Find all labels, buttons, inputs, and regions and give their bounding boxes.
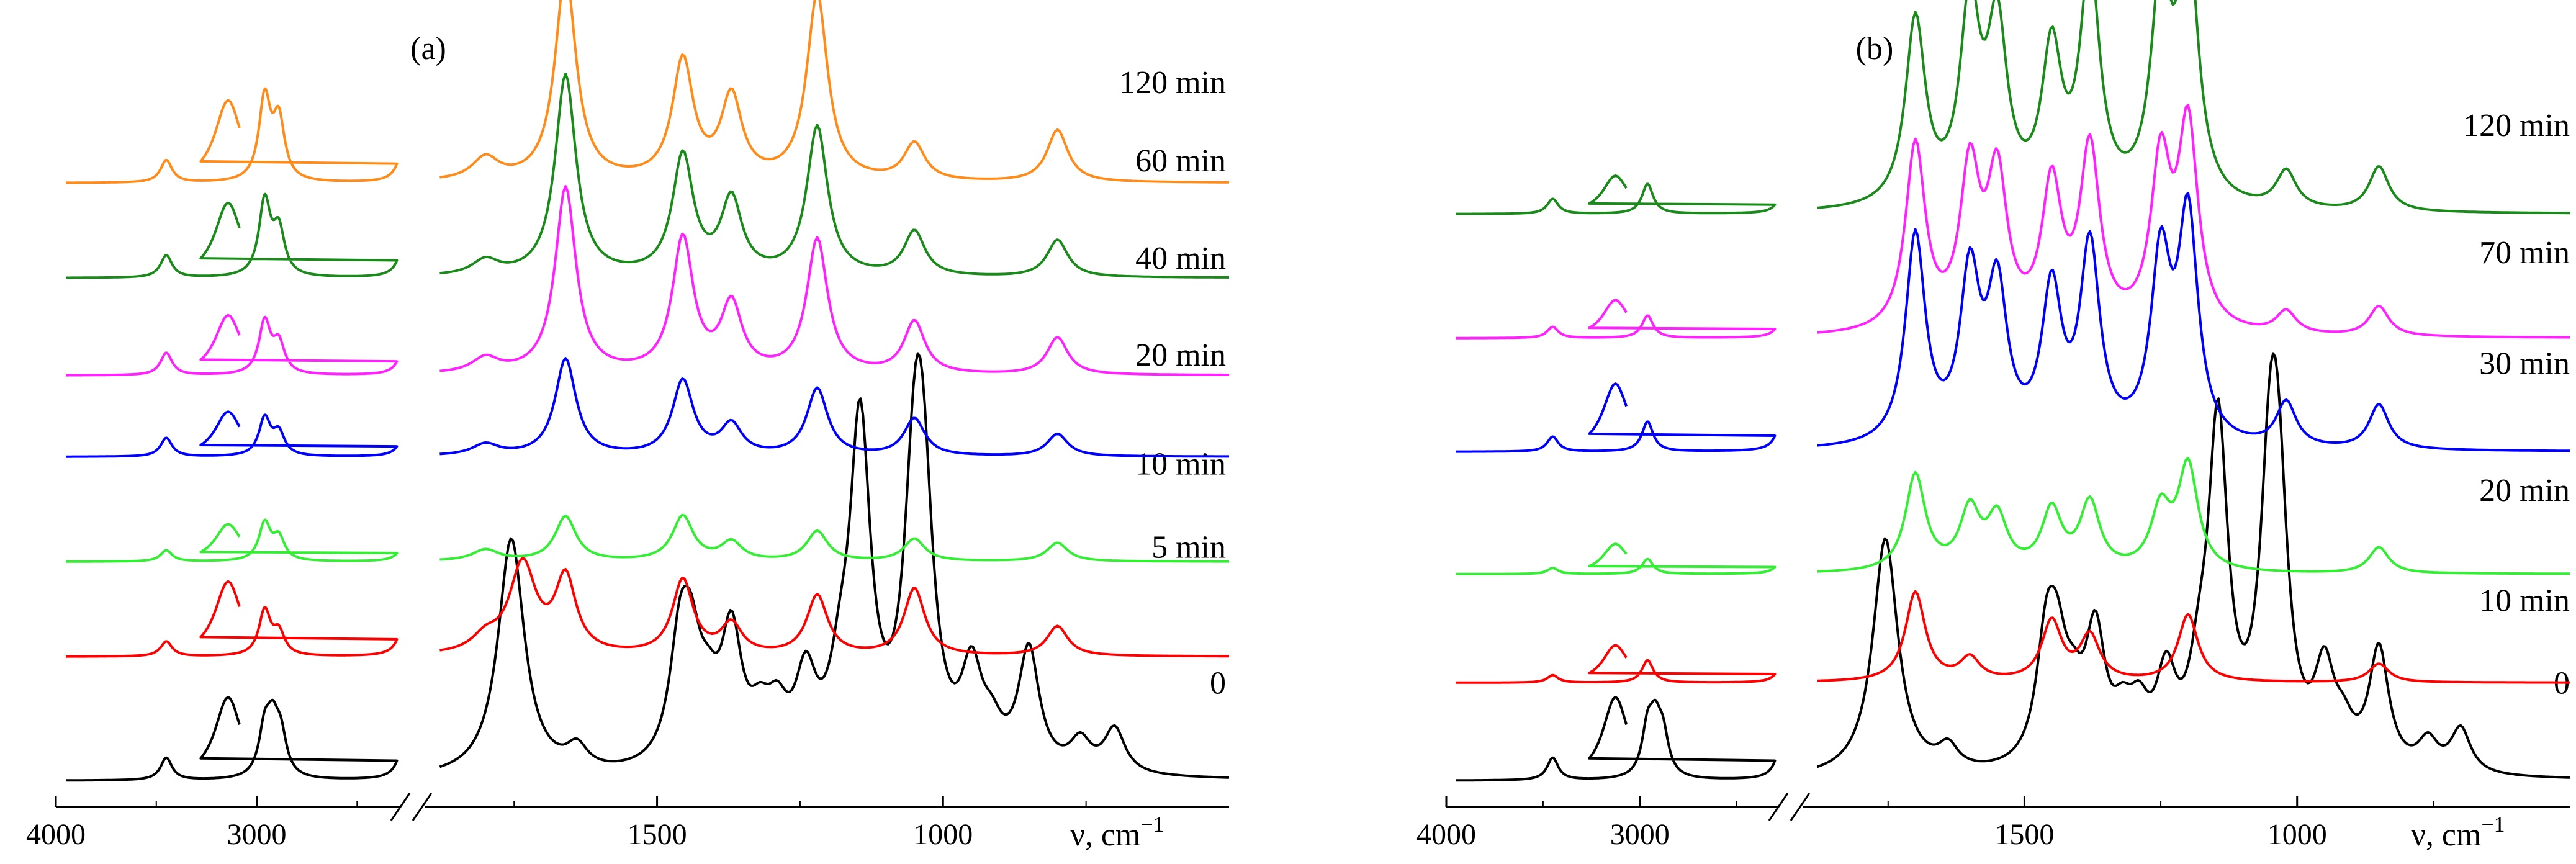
spectrum-line-70-min-left [1455, 299, 1777, 340]
spectrum-line-10-min-right [439, 513, 1229, 563]
series-label-10-min: 10 min [1135, 446, 1226, 482]
spectrum-line-120-min-left [1455, 174, 1777, 215]
spectrum-line-30-min-right [1817, 192, 2570, 452]
spectrum-line-20-min-left [1455, 542, 1777, 575]
spectrum-line-10-min-left [1455, 644, 1777, 684]
series-label-20-min: 20 min [2479, 473, 2570, 508]
x-axis-title: ν, cm−1 [2411, 812, 2505, 853]
x-tick-label-1000: 1000 [2268, 818, 2327, 851]
series-label-20-min: 20 min [1135, 338, 1226, 373]
x-tick-label-4000: 4000 [26, 818, 86, 851]
spectrum-line-20-min-left [65, 410, 399, 458]
spectrum-line-0-left [65, 696, 399, 782]
spectrum-line-20-min-right [439, 357, 1229, 458]
spectrum-line-5-min-right [439, 557, 1229, 658]
spectrum-line-60-min-left [65, 192, 399, 279]
spectrum-line-60-min-right [439, 73, 1230, 279]
panel-a: (a) 4000 3000 1500 1000 ν, cm−1 0 5 min 10 min 20… [26, 0, 1230, 853]
spectrum-line-10-min-right [1817, 590, 2570, 684]
x-tick-label-4000: 4000 [1416, 818, 1476, 851]
spectrum-line-120-min-left [65, 87, 399, 184]
series-label-120-min: 120 min [1119, 65, 1226, 101]
spectrum-line-70-min-right [1817, 104, 2570, 339]
spectrum-line-0-right [1816, 352, 2570, 779]
spectrum-line-30-min-left [1455, 382, 1777, 453]
series-label-5-min: 5 min [1151, 529, 1226, 565]
series-label-70-min: 70 min [2479, 235, 2570, 271]
spectrum-line-40-min-left [65, 313, 399, 377]
series-label-30-min: 30 min [2479, 346, 2570, 381]
series-label-60-min: 60 min [1135, 143, 1226, 179]
spectrum-line-40-min-right [439, 185, 1229, 376]
axis-break-mark [1790, 793, 1811, 821]
axis-break-mark [390, 793, 411, 821]
axis-break-mark [1768, 793, 1789, 821]
x-tick-label-1500: 1500 [1994, 818, 2054, 851]
spectrum-line-10-min-left [65, 518, 399, 563]
spectrum-line-0-right [439, 352, 1230, 779]
x-tick-label-3000: 3000 [1610, 818, 1670, 851]
x-tick-label-3000: 3000 [227, 818, 287, 851]
x-axis-title: ν, cm−1 [1070, 812, 1164, 853]
panel-title: (b) [1856, 31, 1894, 66]
panel-title: (a) [410, 31, 446, 66]
x-tick-label-1000: 1000 [913, 818, 973, 851]
spectrum-line-120-min-right [439, 0, 1230, 184]
spectrum-line-5-min-left [65, 580, 399, 658]
spectrum-line-0-left [1455, 696, 1777, 782]
axis-break-mark [412, 793, 433, 821]
x-tick-label-1500: 1500 [628, 818, 687, 851]
series-label-120-min: 120 min [2463, 108, 2570, 143]
series-label-0: 0 [1210, 665, 1226, 701]
series-label-40-min: 40 min [1135, 241, 1226, 276]
spectrum-line-20-min-right [1817, 457, 2570, 575]
spectrum-line-120-min-right [1817, 0, 2570, 215]
series-label-10-min: 10 min [2479, 583, 2570, 618]
